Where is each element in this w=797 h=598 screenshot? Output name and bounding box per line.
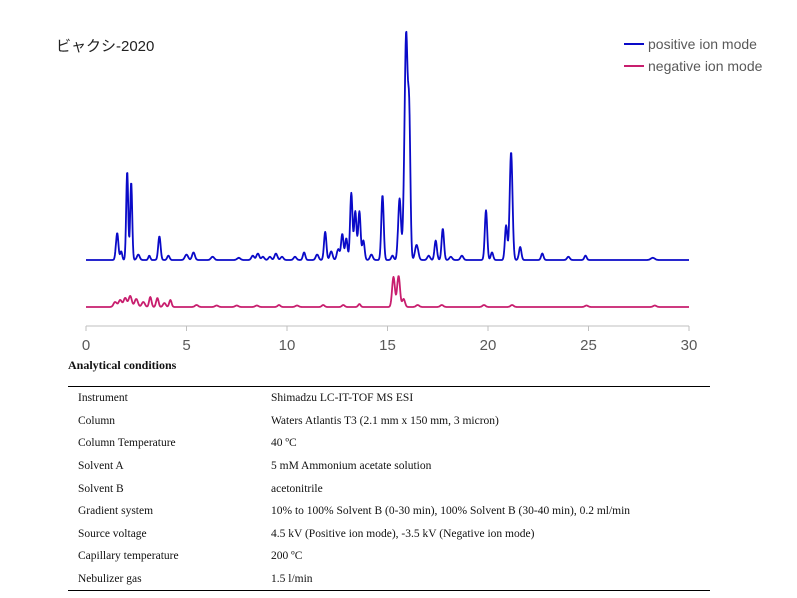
condition-key: Column Temperature — [78, 437, 176, 450]
legend: positive ion mode negative ion mode — [624, 36, 763, 74]
legend-label-positive: positive ion mode — [648, 36, 757, 52]
analytical-conditions: Analytical conditions Instrument Shimadzu… — [68, 356, 710, 592]
table-row: Solvent B acetonitrile — [68, 477, 710, 500]
x-tick-label: 25 — [580, 337, 597, 354]
condition-key: Gradient system — [78, 505, 154, 518]
condition-key: Column — [78, 414, 116, 427]
x-tick-label: 15 — [379, 337, 396, 354]
x-tick-label: 20 — [480, 337, 497, 354]
condition-value: Waters Atlantis T3 (2.1 mm x 150 mm, 3 m… — [271, 414, 499, 427]
chromatogram-chart: ビャクシ-2020 positive ion mode negative ion… — [56, 30, 763, 354]
conditions-table: Instrument Shimadzu LC-IT-TOF MS ESI Colu… — [68, 386, 710, 592]
table-row: Source voltage 4.5 kV (Positive ion mode)… — [68, 523, 710, 546]
condition-value: 5 mM Ammonium acetate solution — [271, 460, 432, 473]
condition-key: Nebulizer gas — [78, 573, 142, 586]
table-row: Solvent A 5 mM Ammonium acetate solution — [68, 455, 710, 478]
legend-label-negative: negative ion mode — [648, 58, 763, 74]
condition-key: Capillary temperature — [78, 550, 179, 563]
x-tick-label: 5 — [182, 337, 190, 354]
table-row: Column Waters Atlantis T3 (2.1 mm x 150 m… — [68, 410, 710, 433]
x-axis-ticks: 0 5 10 15 20 25 30 — [82, 326, 698, 354]
table-row: Gradient system 10% to 100% Solvent B (0-… — [68, 500, 710, 523]
condition-value: acetonitrile — [271, 482, 323, 495]
table-row: Nebulizer gas 1.5 l/min — [68, 568, 710, 591]
condition-value: Shimadzu LC-IT-TOF MS ESI — [271, 392, 414, 405]
condition-value: 10% to 100% Solvent B (0-30 min), 100% S… — [271, 505, 631, 518]
trace-positive-ion-mode — [85, 30, 690, 261]
condition-key: Solvent A — [78, 460, 124, 473]
x-tick-label: 30 — [681, 337, 698, 354]
condition-value: 40 ºC — [271, 437, 297, 450]
x-tick-label: 10 — [279, 337, 296, 354]
condition-value: 1.5 l/min — [271, 573, 313, 586]
condition-key: Instrument — [78, 392, 128, 405]
trace-negative-ion-mode — [85, 275, 690, 308]
chart-title: ビャクシ-2020 — [56, 38, 154, 55]
x-tick-label: 0 — [82, 337, 90, 354]
conditions-heading: Analytical conditions — [68, 358, 177, 372]
table-row: Column Temperature 40 ºC — [68, 432, 710, 455]
condition-value: 4.5 kV (Positive ion mode), -3.5 kV (Neg… — [271, 527, 535, 540]
table-row: Instrument Shimadzu LC-IT-TOF MS ESI — [68, 387, 710, 410]
table-row: Capillary temperature 200 ºC — [68, 545, 710, 568]
condition-key: Solvent B — [78, 482, 124, 495]
condition-key: Source voltage — [78, 527, 147, 540]
condition-value: 200 ºC — [271, 550, 303, 563]
